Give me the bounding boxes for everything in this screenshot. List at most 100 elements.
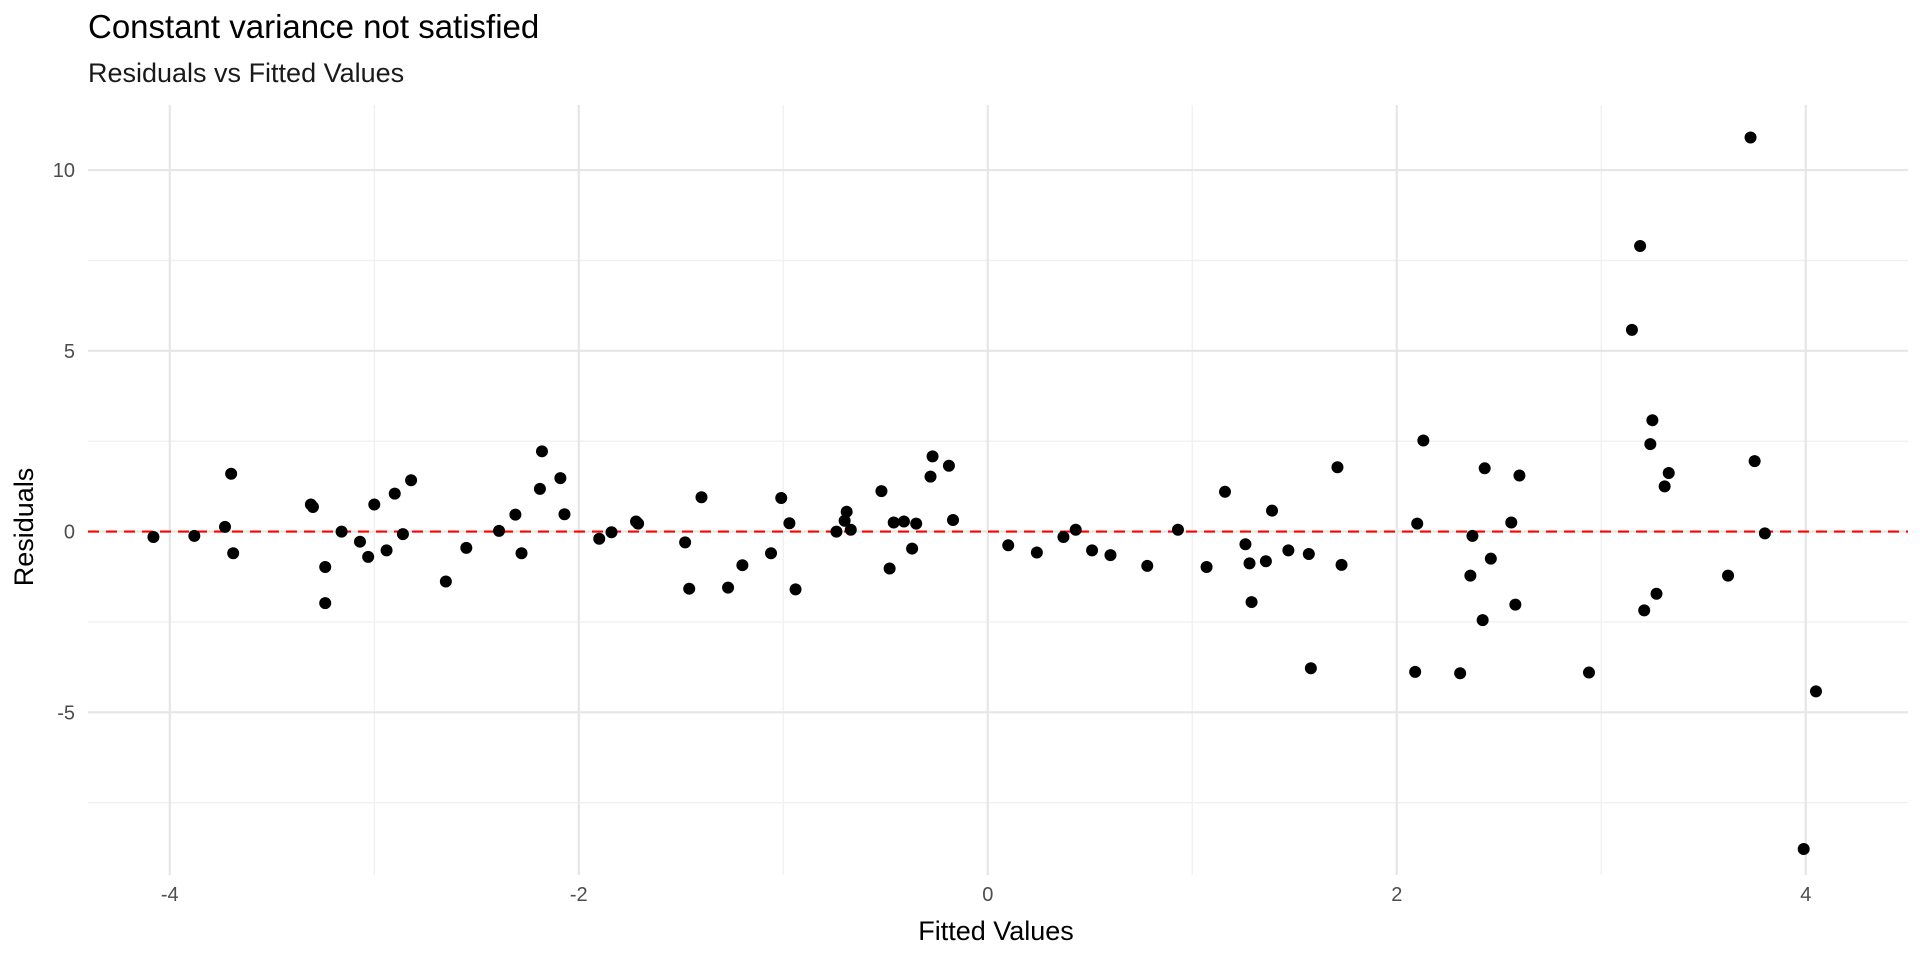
data-point xyxy=(1478,462,1491,475)
data-point xyxy=(1646,414,1659,427)
y-tick-label: -5 xyxy=(57,702,75,724)
data-points xyxy=(147,131,1822,855)
data-point xyxy=(1513,469,1526,482)
data-point xyxy=(947,514,960,527)
data-point xyxy=(1331,461,1344,474)
data-point xyxy=(632,517,645,530)
chart-title: Constant variance not satisfied xyxy=(88,8,539,45)
data-point xyxy=(1466,529,1479,542)
data-point xyxy=(1748,455,1761,468)
data-point xyxy=(1057,530,1070,543)
data-point xyxy=(1625,323,1638,336)
data-point xyxy=(380,544,393,557)
x-tick-label: 4 xyxy=(1800,884,1811,906)
data-point xyxy=(1644,438,1657,451)
data-point xyxy=(533,482,546,495)
data-point xyxy=(924,470,937,483)
data-point xyxy=(906,542,919,555)
data-point xyxy=(1411,517,1424,530)
data-point xyxy=(1722,569,1735,582)
data-point xyxy=(775,491,788,504)
data-point xyxy=(1141,559,1154,572)
data-point xyxy=(1409,665,1422,678)
data-point xyxy=(405,474,418,487)
data-point xyxy=(1243,557,1256,570)
data-point xyxy=(1104,549,1117,562)
data-point xyxy=(605,526,618,539)
data-point xyxy=(558,508,571,521)
data-point xyxy=(736,559,749,572)
data-point xyxy=(1582,666,1595,679)
data-point xyxy=(227,547,240,560)
data-point xyxy=(883,562,896,575)
data-point xyxy=(1171,523,1184,536)
data-point xyxy=(368,498,381,511)
data-point xyxy=(910,517,923,530)
data-point xyxy=(1476,614,1489,627)
y-tick-label: 5 xyxy=(64,341,75,363)
data-point xyxy=(1454,667,1467,680)
data-point xyxy=(1069,523,1082,536)
x-tick-labels: -4 -2 0 2 4 xyxy=(161,884,1811,906)
data-point xyxy=(1302,547,1315,560)
data-point xyxy=(926,450,939,463)
y-tick-label: 10 xyxy=(53,160,75,182)
x-tick-label: 0 xyxy=(982,884,993,906)
data-point xyxy=(1658,480,1671,493)
data-point xyxy=(1744,131,1757,144)
data-point xyxy=(1304,662,1317,675)
y-tick-labels: -5 0 5 10 xyxy=(53,160,75,724)
y-tick-label: 0 xyxy=(64,522,75,544)
data-point xyxy=(1282,544,1295,557)
data-point xyxy=(319,561,332,573)
data-point xyxy=(1335,558,1348,571)
data-point xyxy=(306,500,319,513)
data-point xyxy=(1650,587,1663,600)
data-point xyxy=(225,467,238,480)
data-point xyxy=(875,485,888,498)
data-point xyxy=(679,536,692,549)
data-point xyxy=(765,547,778,560)
data-point xyxy=(188,529,201,542)
data-point xyxy=(353,535,366,548)
x-axis-title: Fitted Values xyxy=(918,916,1074,946)
data-point xyxy=(1086,544,1099,557)
data-point xyxy=(554,472,567,485)
data-point xyxy=(219,520,232,533)
chart-subtitle: Residuals vs Fitted Values xyxy=(88,58,404,88)
data-point xyxy=(535,445,548,458)
data-point xyxy=(1634,239,1647,252)
data-point xyxy=(1809,685,1822,698)
data-point xyxy=(509,508,522,521)
x-tick-label: -2 xyxy=(570,884,588,906)
data-point xyxy=(515,547,528,560)
data-point xyxy=(319,597,332,610)
data-point xyxy=(1662,467,1675,480)
data-point xyxy=(1505,516,1518,529)
data-point xyxy=(840,505,853,518)
data-point xyxy=(396,528,409,541)
data-point xyxy=(335,525,348,538)
x-tick-label: -4 xyxy=(161,884,179,906)
data-point xyxy=(722,581,735,594)
data-point xyxy=(695,491,708,504)
data-point xyxy=(1758,527,1771,540)
data-point xyxy=(942,459,955,472)
data-point xyxy=(493,524,506,537)
data-point xyxy=(844,523,857,536)
data-point xyxy=(1417,434,1430,447)
data-point xyxy=(593,532,606,545)
data-point xyxy=(1002,539,1015,552)
data-point xyxy=(1638,604,1651,617)
data-point xyxy=(362,550,375,563)
data-point xyxy=(1259,555,1272,568)
data-point xyxy=(789,583,802,596)
grid-major xyxy=(88,105,1908,875)
data-point xyxy=(1797,842,1810,855)
x-tick-label: 2 xyxy=(1391,884,1402,906)
data-point xyxy=(783,517,796,530)
data-point xyxy=(838,514,851,527)
data-point xyxy=(897,515,910,528)
data-point xyxy=(683,582,696,595)
